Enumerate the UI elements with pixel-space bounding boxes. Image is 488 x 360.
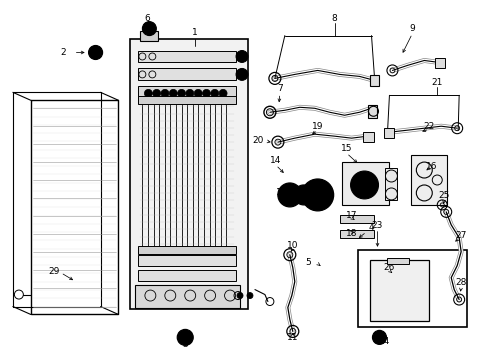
Circle shape	[307, 185, 327, 205]
Circle shape	[237, 293, 243, 298]
Text: 15: 15	[340, 144, 352, 153]
Text: 12: 12	[276, 188, 287, 197]
Bar	[138, 96, 236, 104]
Circle shape	[210, 89, 218, 97]
Circle shape	[236, 50, 247, 62]
Circle shape	[152, 89, 161, 97]
Text: 19: 19	[311, 122, 323, 131]
Bar	[386, 258, 408, 264]
Circle shape	[372, 330, 386, 345]
Text: 13: 13	[313, 188, 325, 197]
Circle shape	[277, 183, 301, 207]
Bar	[138, 86, 236, 100]
Bar	[369, 260, 428, 321]
Text: 17: 17	[345, 211, 357, 220]
Text: 18: 18	[345, 229, 357, 238]
Text: 6: 6	[144, 14, 150, 23]
Bar	[138, 270, 236, 280]
Circle shape	[246, 293, 252, 298]
Circle shape	[236, 68, 247, 80]
Bar	[135, 285, 240, 307]
Text: 4: 4	[368, 223, 373, 232]
Text: 3: 3	[182, 340, 188, 349]
Bar	[339, 230, 374, 238]
Bar	[140, 31, 158, 41]
Text: 2: 2	[60, 48, 65, 57]
Bar	[138, 255, 236, 266]
Circle shape	[144, 89, 152, 97]
Bar	[130, 39, 247, 310]
Text: 14: 14	[270, 156, 281, 165]
Text: 27: 27	[454, 231, 466, 240]
Circle shape	[142, 22, 156, 36]
Text: 20: 20	[252, 136, 263, 145]
Bar	[341, 162, 388, 205]
Text: 21: 21	[431, 78, 442, 87]
Bar	[138, 50, 236, 62]
Circle shape	[301, 179, 333, 211]
Text: 5: 5	[304, 258, 310, 267]
Circle shape	[161, 89, 169, 97]
Text: 10: 10	[286, 241, 298, 250]
Text: 28: 28	[454, 278, 466, 287]
Text: 1: 1	[192, 28, 198, 37]
Text: 24: 24	[378, 337, 389, 346]
Circle shape	[293, 185, 313, 205]
Circle shape	[194, 89, 202, 97]
Bar	[410, 155, 447, 205]
Circle shape	[177, 329, 193, 345]
Bar	[138, 68, 236, 80]
Text: 9: 9	[408, 24, 414, 33]
Circle shape	[88, 45, 102, 59]
Text: 11: 11	[286, 333, 298, 342]
Bar	[138, 246, 236, 254]
Circle shape	[169, 89, 177, 97]
Text: 29: 29	[48, 267, 60, 276]
Text: 7: 7	[276, 84, 282, 93]
Bar	[385, 168, 397, 200]
Text: 26: 26	[383, 263, 394, 272]
Circle shape	[279, 185, 299, 205]
Circle shape	[177, 89, 185, 97]
Circle shape	[219, 89, 226, 97]
Bar	[434, 58, 444, 68]
Text: 23: 23	[371, 221, 383, 230]
Text: 16: 16	[425, 162, 436, 171]
Bar	[357, 250, 466, 328]
Bar	[362, 132, 373, 142]
Bar	[369, 75, 379, 86]
Bar	[384, 128, 394, 138]
Circle shape	[185, 89, 193, 97]
Bar	[367, 105, 377, 118]
Text: 8: 8	[331, 14, 337, 23]
Bar	[339, 215, 374, 223]
Text: 25: 25	[438, 192, 449, 201]
Circle shape	[350, 171, 378, 199]
Circle shape	[202, 89, 210, 97]
Text: 22: 22	[423, 122, 434, 131]
